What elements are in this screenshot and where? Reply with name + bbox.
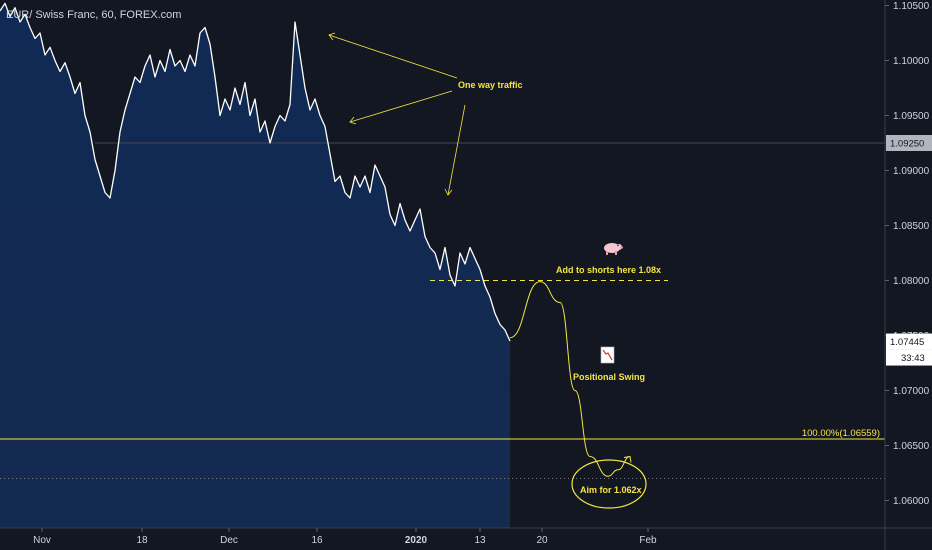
annotation-aim: Aim for 1.062x bbox=[580, 485, 642, 495]
current-price-badge-bg bbox=[886, 333, 932, 350]
arrow-line-1 bbox=[328, 34, 458, 79]
x-tick-label-7: Feb bbox=[639, 535, 657, 546]
y-tick-label-8: 1.06500 bbox=[893, 441, 930, 452]
y-tick-label-7: 1.07000 bbox=[893, 386, 930, 397]
annotation-add-shorts: Add to shorts here 1.08x bbox=[556, 265, 661, 275]
x-tick-label-6: 20 bbox=[536, 535, 548, 546]
y-tick-label-5: 1.08000 bbox=[893, 276, 930, 287]
x-tick-label-3: 16 bbox=[311, 535, 323, 546]
current-price-badge-label: 1.07445 bbox=[890, 337, 924, 348]
arrow-head-2 bbox=[349, 116, 357, 125]
y-axis-ticks[interactable]: 1.10500 1.10000 1.09500 1.09000 1.08500 1.080… bbox=[885, 1, 930, 507]
level-badge-bg bbox=[886, 135, 932, 151]
level-badge-label: 1.09250 bbox=[890, 139, 924, 150]
countdown-bg bbox=[886, 349, 932, 366]
chart-down-icon bbox=[600, 346, 615, 364]
x-tick-label-0: Nov bbox=[33, 535, 51, 546]
series-layer bbox=[0, 2, 511, 342]
annotation-one-way-traffic: One way traffic bbox=[458, 80, 523, 90]
y-tick-label-3: 1.09000 bbox=[893, 166, 930, 177]
y-tick-label-2: 1.09500 bbox=[893, 111, 930, 122]
y-tick-label-4: 1.08500 bbox=[893, 221, 930, 232]
level-layer bbox=[0, 142, 885, 479]
x-tick-label-5: 13 bbox=[474, 535, 486, 546]
y-tick-label-1: 1.10000 bbox=[893, 56, 930, 67]
pig-icon bbox=[604, 243, 623, 255]
x-tick-label-1: 18 bbox=[136, 535, 148, 546]
price-badges: 1.09250 1.07445 33:43 100.00%(1.06559) bbox=[802, 135, 932, 439]
countdown-label: 33:43 bbox=[901, 353, 925, 364]
price-series-line bbox=[0, 2, 511, 342]
target-ellipse bbox=[571, 459, 647, 509]
arrow-head-3 bbox=[444, 188, 453, 196]
projection-curve bbox=[509, 281, 631, 477]
arrow-line-3 bbox=[447, 104, 466, 196]
x-axis-ticks[interactable]: Nov 18 Dec 16 2020 13 20 Feb bbox=[33, 528, 657, 546]
x-tick-label-2: Dec bbox=[220, 535, 238, 546]
projection-arrow-head bbox=[623, 455, 632, 463]
y-tick-label-9: 1.06000 bbox=[893, 496, 930, 507]
y-tick-label-0: 1.10500 bbox=[893, 1, 930, 12]
x-tick-label-4: 2020 bbox=[405, 535, 428, 546]
area-fill bbox=[0, 3, 510, 529]
area-layer bbox=[0, 3, 510, 529]
annotation-layer: One way traffic Add to shorts here 1.08x… bbox=[328, 32, 661, 509]
chart-title: EUR/ Swiss Franc, 60, FOREX.com bbox=[6, 9, 181, 21]
arrow-line-2 bbox=[349, 90, 453, 123]
arrow-head-1 bbox=[328, 32, 336, 41]
projection-layer bbox=[509, 281, 632, 477]
annotation-positional-swing: Positional Swing bbox=[573, 372, 645, 382]
fib-level-label: 100.00%(1.06559) bbox=[802, 428, 880, 439]
